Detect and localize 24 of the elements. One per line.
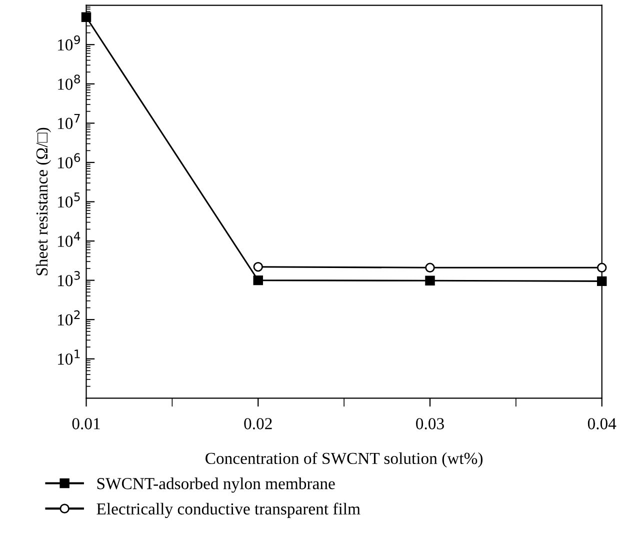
x-tick-label: 0.01 [72,418,100,430]
point [425,262,435,273]
legend-label: SWCNT-adsorbed nylon membrane [97,478,335,493]
point [425,276,435,286]
point [597,276,607,286]
point [81,12,92,22]
x-tick-label: 0.04 [588,418,616,430]
legend-label: Electrically conductive transparent film [96,502,360,518]
y-tick-label: 10$^{5}$ [58,192,80,208]
x-tick-label: 0.03 [416,418,444,430]
y-tick-label: 10$^{7}$ [58,114,80,130]
x-axis-title: Concentration of SWCNT solution (wt%) [206,452,483,468]
y-tick-label: 10$^{6}$ [58,153,80,168]
point [253,275,263,286]
x-tick-label: 0.02 [244,418,272,430]
y-tick-label: 10$^{9}$ [58,35,80,51]
y-tick-label: 10$^{4}$ [58,232,80,247]
y-axis-title: Sheet resistance (Ω/□) [36,128,51,276]
point [253,262,263,272]
point [597,262,607,273]
y-tick-label: 10$^{3}$ [58,271,80,286]
y-tick-label: 10$^{2}$ [58,310,80,326]
y-tick-label: 10$^{1}$ [58,350,80,365]
y-tick-label: 10$^{8}$ [58,74,80,90]
